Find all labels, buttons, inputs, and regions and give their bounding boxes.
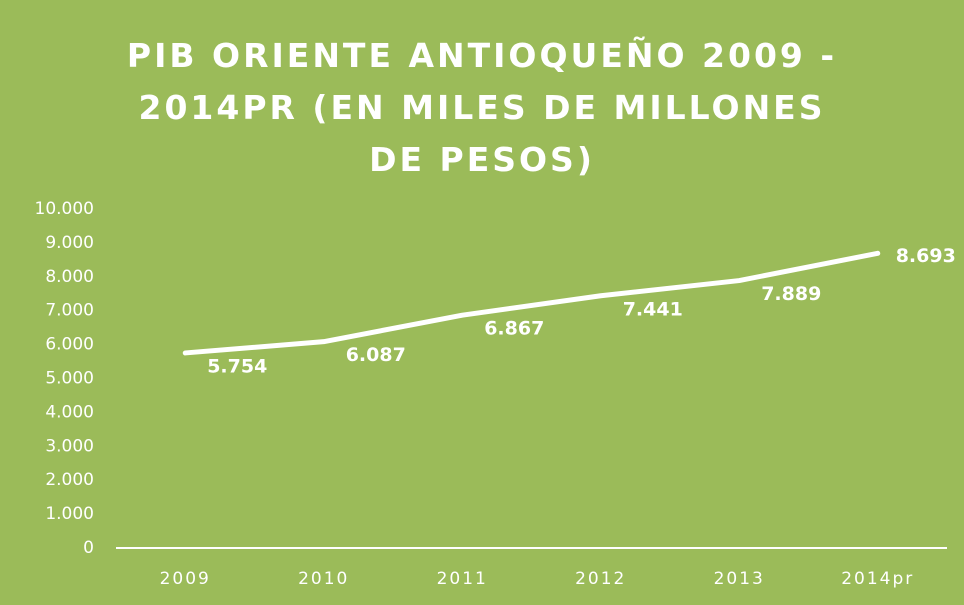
data-label: 7.441 [623,298,683,320]
y-tick-label: 10.000 [35,199,94,219]
y-tick-label: 5.000 [45,369,94,389]
y-tick-label: 3.000 [45,436,94,456]
x-tick-label: 2012 [575,569,626,589]
x-tick-label: 2011 [437,569,488,589]
y-tick-label: 2.000 [45,470,94,490]
data-label: 6.867 [484,318,544,340]
y-tick-label: 4.000 [45,402,94,422]
data-label: 8.693 [896,245,956,267]
series-line [182,250,881,356]
y-tick-label: 8.000 [45,267,94,287]
x-tick-label: 2010 [298,569,349,589]
data-label: 6.087 [346,344,406,366]
x-tick-label: 2014pr [841,569,914,589]
data-label: 7.889 [761,283,821,305]
chart-title: PIB ORIENTE ANTIOQUEÑO 2009 - 2014PR (EN… [126,36,838,179]
x-tick-label: 2013 [714,569,765,589]
y-tick-label: 9.000 [45,233,94,253]
y-tick-label: 0 [83,538,94,558]
y-tick-label: 1.000 [45,504,94,524]
y-tick-label: 6.000 [45,335,94,355]
x-tick-label: 2009 [160,569,211,589]
data-label: 5.754 [207,355,267,377]
y-tick-label: 7.000 [45,301,94,321]
